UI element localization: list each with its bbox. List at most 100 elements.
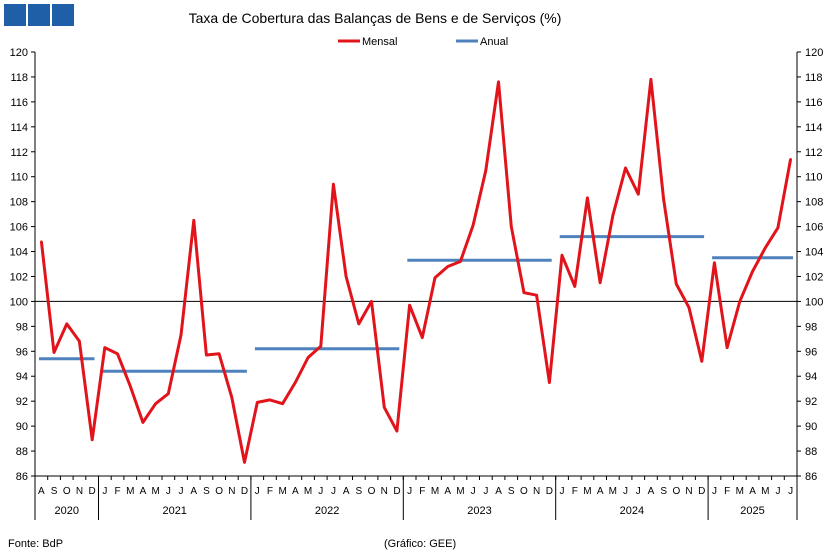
month-label: J xyxy=(166,486,171,497)
y-tick-label-right: 102 xyxy=(805,271,823,283)
year-label: 2022 xyxy=(315,505,339,517)
year-label: 2025 xyxy=(740,505,764,517)
y-tick-label-right: 90 xyxy=(805,421,817,433)
mensal-point xyxy=(687,306,691,309)
year-label: 2021 xyxy=(162,505,186,517)
mensal-point xyxy=(344,275,348,278)
y-tick-label-left: 98 xyxy=(16,321,28,333)
month-label: J xyxy=(179,486,184,497)
month-label: N xyxy=(381,486,388,497)
mensal-point xyxy=(52,351,56,354)
month-label: M xyxy=(583,486,591,497)
mensal-point xyxy=(332,182,335,186)
logo-block-3 xyxy=(52,4,74,26)
y-tick-label-left: 90 xyxy=(16,421,28,433)
month-label: O xyxy=(368,486,376,497)
mensal-point xyxy=(624,166,627,170)
month-label: J xyxy=(623,486,628,497)
mensal-point xyxy=(154,402,157,405)
mensal-line xyxy=(39,77,793,464)
mensal-point xyxy=(383,406,386,409)
mensal-point xyxy=(459,260,462,263)
month-label: A xyxy=(749,486,756,497)
logo-block-2 xyxy=(28,4,50,26)
mensal-point xyxy=(510,225,513,228)
mensal-point xyxy=(167,392,170,395)
mensal-point xyxy=(548,381,551,384)
y-tick-label-right: 108 xyxy=(805,197,823,209)
mensal-point xyxy=(662,197,665,201)
mensal-point xyxy=(192,219,195,222)
month-label: J xyxy=(318,486,323,497)
month-label: J xyxy=(255,486,260,497)
mensal-point xyxy=(560,254,564,257)
month-label: O xyxy=(215,486,223,497)
month-label: D xyxy=(698,486,705,497)
y-tick-label-right: 116 xyxy=(805,97,823,109)
mensal-point xyxy=(637,192,640,196)
y-tick-label-left: 118 xyxy=(10,72,28,84)
year-label: 2020 xyxy=(55,505,79,517)
month-label: O xyxy=(63,486,71,497)
month-label: J xyxy=(560,486,565,497)
legend: Mensal Anual xyxy=(338,36,508,48)
mensal-point xyxy=(103,346,107,349)
month-label: J xyxy=(788,486,793,497)
month-label: A xyxy=(597,486,604,497)
y-tick-label-left: 116 xyxy=(10,97,28,109)
year-label: 2023 xyxy=(467,505,491,517)
month-label: M xyxy=(304,486,312,497)
mensal-point xyxy=(497,80,500,84)
month-label: S xyxy=(51,486,58,497)
mensal-point xyxy=(268,398,272,402)
mensal-point xyxy=(433,276,437,279)
mensal-point xyxy=(611,214,615,217)
y-tick-label-right: 114 xyxy=(805,122,823,134)
month-label: M xyxy=(126,486,134,497)
month-label: D xyxy=(393,486,400,497)
mensal-point xyxy=(700,360,703,363)
month-label: N xyxy=(533,486,540,497)
footer-credit: (Gráfico: GEE) xyxy=(384,538,456,550)
mensal-point xyxy=(116,352,119,355)
y-tick-label-left: 112 xyxy=(10,147,28,159)
mensal-point xyxy=(535,293,538,297)
mensal-point xyxy=(78,340,81,343)
month-label: J xyxy=(636,486,641,497)
month-label: N xyxy=(685,486,692,497)
mensal-point xyxy=(751,270,754,273)
month-label: M xyxy=(736,486,744,497)
y-tick-label-left: 106 xyxy=(10,222,28,234)
month-label: O xyxy=(672,486,680,497)
y-tick-label-right: 98 xyxy=(805,321,817,333)
mensal-point xyxy=(675,282,678,286)
mensal-point xyxy=(421,336,424,339)
y-tick-label-left: 100 xyxy=(10,296,28,308)
y-tick-label-left: 104 xyxy=(10,247,28,259)
month-label: M xyxy=(431,486,439,497)
mensal-point xyxy=(217,352,221,355)
legend-label-anual: Anual xyxy=(480,36,508,48)
month-label: O xyxy=(520,486,528,497)
month-label: J xyxy=(483,486,488,497)
y-tick-label-left: 94 xyxy=(16,371,28,383)
mensal-point xyxy=(408,303,411,307)
mensal-point xyxy=(230,396,234,399)
year-label: 2024 xyxy=(620,505,644,517)
month-label: F xyxy=(724,486,730,497)
mensal-point xyxy=(725,346,729,349)
mensal-point xyxy=(129,385,132,388)
mensal-point xyxy=(357,322,361,326)
month-label: D xyxy=(546,486,553,497)
month-label: D xyxy=(89,486,96,497)
month-label: J xyxy=(775,486,780,497)
month-label: S xyxy=(356,486,363,497)
month-label: F xyxy=(572,486,578,497)
mensal-point xyxy=(243,461,246,464)
y-tick-label-left: 86 xyxy=(16,471,28,483)
month-label: F xyxy=(267,486,273,497)
chart-title: Taxa de Cobertura das Balanças de Bens e… xyxy=(189,10,562,26)
y-tick-label-left: 96 xyxy=(16,346,28,358)
y-tick-label-left: 88 xyxy=(16,446,28,458)
